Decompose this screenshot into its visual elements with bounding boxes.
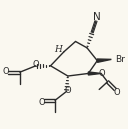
Text: O: O — [64, 86, 71, 95]
Polygon shape — [88, 72, 101, 75]
Text: O: O — [2, 67, 9, 76]
Text: O: O — [113, 87, 120, 96]
Text: N: N — [93, 12, 101, 22]
Text: O: O — [32, 60, 39, 69]
Text: O: O — [39, 98, 45, 107]
Text: Br: Br — [115, 55, 125, 64]
Text: H: H — [54, 45, 62, 54]
Polygon shape — [97, 59, 111, 62]
Text: O: O — [98, 69, 105, 78]
